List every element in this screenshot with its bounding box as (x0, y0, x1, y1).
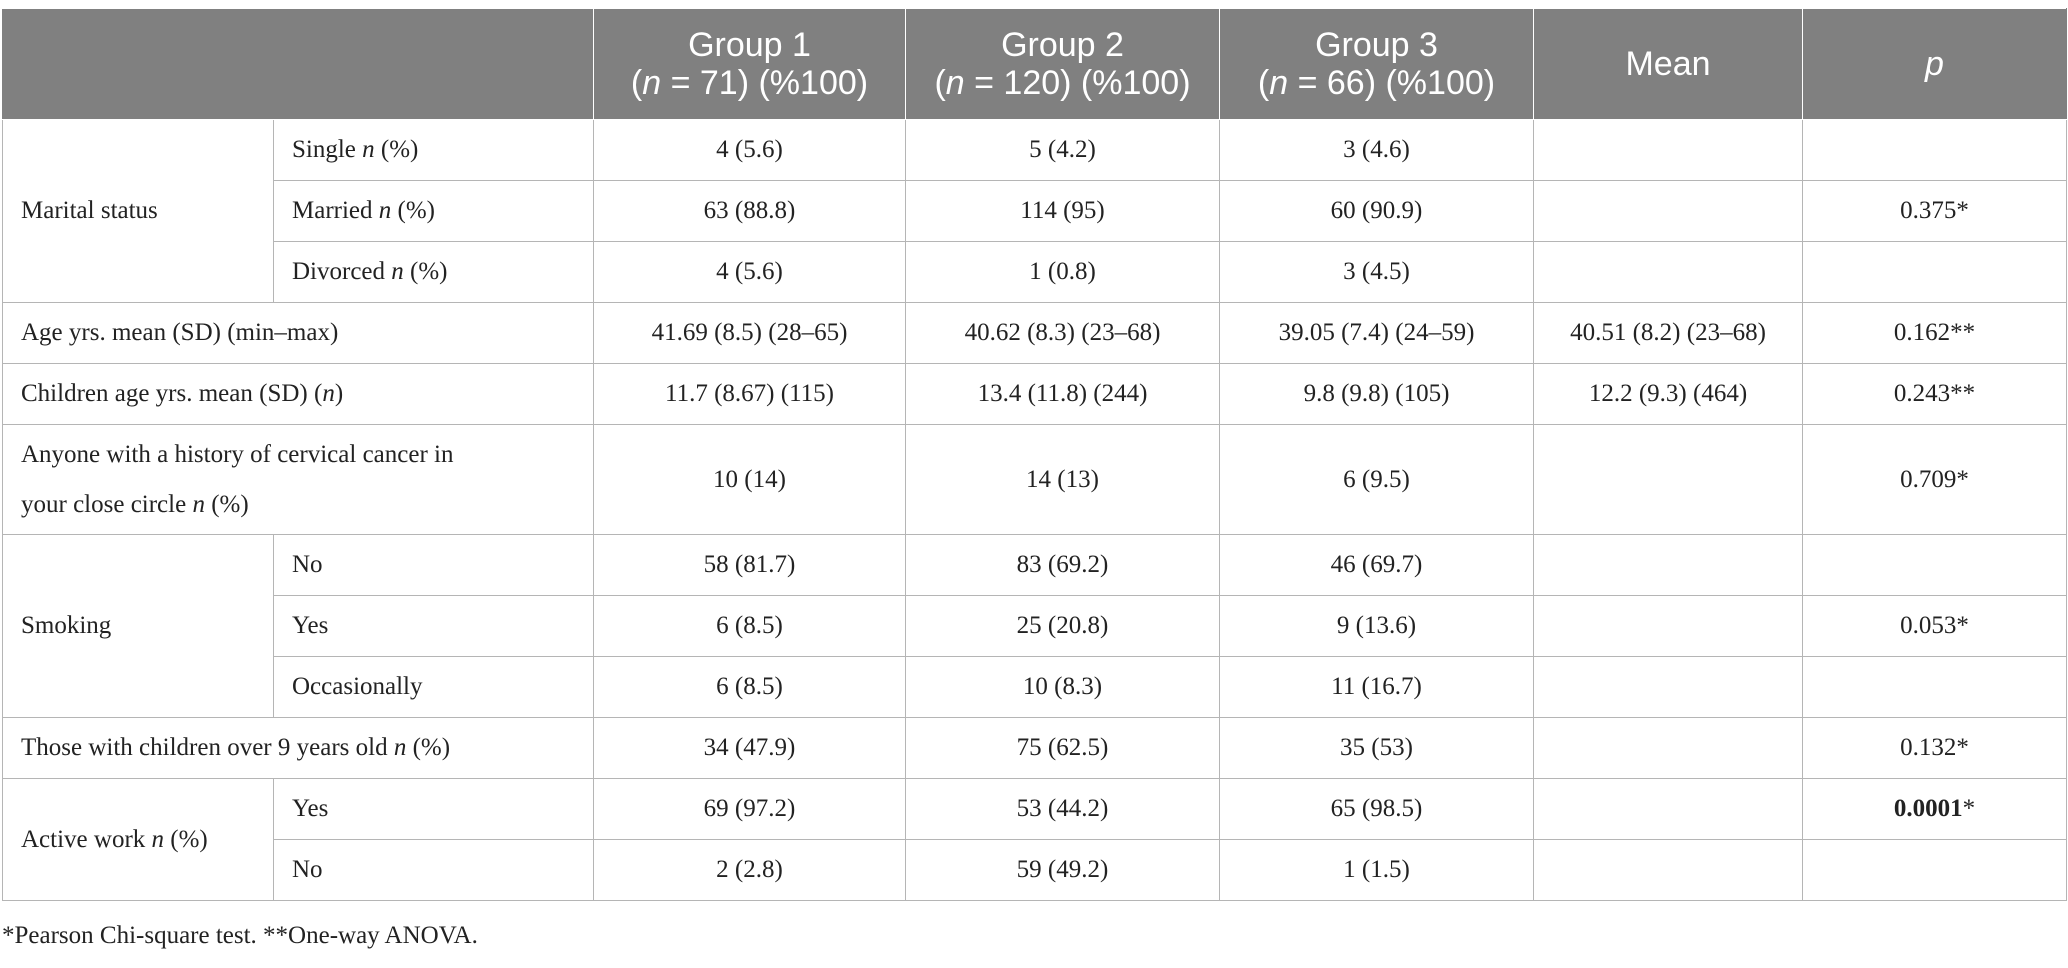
cell-mean (1533, 778, 1803, 840)
header-mean: Mean (1533, 8, 1803, 120)
cell-g3: 65 (98.5) (1219, 778, 1534, 840)
cell-g1: 58 (81.7) (593, 534, 906, 596)
table-row: Active work n (%) Yes 69 (97.2) 53 (44.2… (2, 778, 2067, 901)
cell-g2: 1 (0.8) (905, 241, 1220, 303)
cell-g1: 69 (97.2) (593, 778, 906, 840)
row-label-smoking: Smoking (2, 534, 274, 718)
table-row: Anyone with a history of cervical cancer… (2, 424, 2067, 535)
cell-p: 0.0001* (1802, 778, 2067, 840)
sub-label-yes: Yes (273, 595, 594, 657)
cell-g1: 63 (88.8) (593, 180, 906, 242)
cell-g2: 13.4 (11.8) (244) (905, 363, 1220, 425)
sub-label-yes: Yes (273, 778, 594, 840)
header-group2: Group 2 (n = 120) (%100) (905, 8, 1220, 120)
cell-p (1802, 241, 2067, 303)
cell-mean: 12.2 (9.3) (464) (1533, 363, 1803, 425)
demographics-table: Group 1 (n = 71) (%100) Group 2 (n = 120… (2, 8, 2067, 901)
cell-p (1802, 656, 2067, 718)
row-label-children-over9: Those with children over 9 years old n (… (2, 717, 594, 779)
row-label-active-work: Active work n (%) (2, 778, 274, 901)
cell-p (1802, 839, 2067, 901)
cell-mean (1533, 424, 1803, 535)
table-row: Children age yrs. mean (SD) (n) 11.7 (8.… (2, 363, 2067, 425)
row-label-cervical: Anyone with a history of cervical cancer… (2, 424, 594, 535)
header-row: Group 1 (n = 71) (%100) Group 2 (n = 120… (2, 8, 2067, 120)
cell-p: 0.375* (1802, 180, 2067, 242)
cell-g2: 83 (69.2) (905, 534, 1220, 596)
cell-mean (1533, 534, 1803, 596)
cell-g3: 3 (4.5) (1219, 241, 1534, 303)
cell-g3: 11 (16.7) (1219, 656, 1534, 718)
cell-mean (1533, 839, 1803, 901)
cell-g2: 53 (44.2) (905, 778, 1220, 840)
cell-g3: 9 (13.6) (1219, 595, 1534, 657)
cell-g3: 9.8 (9.8) (105) (1219, 363, 1534, 425)
cell-g1: 6 (8.5) (593, 595, 906, 657)
cell-g3: 35 (53) (1219, 717, 1534, 779)
cell-mean (1533, 180, 1803, 242)
cell-g2: 40.62 (8.3) (23–68) (905, 302, 1220, 364)
cell-g1: 34 (47.9) (593, 717, 906, 779)
table-row: Yes 6 (8.5) 25 (20.8) 9 (13.6) 0.053* (3, 595, 2067, 657)
row-label-marital: Marital status (2, 119, 274, 303)
cell-p: 0.132* (1802, 717, 2067, 779)
cell-mean: 40.51 (8.2) (23–68) (1533, 302, 1803, 364)
cell-g2: 75 (62.5) (905, 717, 1220, 779)
sub-label-no: No (273, 839, 594, 901)
sub-label-married: Married n (%) (273, 180, 594, 242)
cell-p: 0.053* (1802, 595, 2067, 657)
cell-g2: 114 (95) (905, 180, 1220, 242)
sub-label-no: No (273, 534, 594, 596)
cell-p: 0.162** (1802, 302, 2067, 364)
cell-p: 0.709* (1802, 424, 2067, 535)
cell-g1: 4 (5.6) (593, 241, 906, 303)
header-blank-cell (2, 8, 594, 120)
cell-g3: 60 (90.9) (1219, 180, 1534, 242)
demographics-table-wrapper: Group 1 (n = 71) (%100) Group 2 (n = 120… (2, 8, 2067, 901)
cell-g3: 3 (4.6) (1219, 119, 1534, 181)
row-label-age: Age yrs. mean (SD) (min–max) (2, 302, 594, 364)
cell-g2: 14 (13) (905, 424, 1220, 535)
cell-g2: 25 (20.8) (905, 595, 1220, 657)
cell-g2: 10 (8.3) (905, 656, 1220, 718)
table-row: Smoking No 58 (81.7) 83 (69.2) 46 (69.7) (2, 534, 2067, 718)
table-row: Married n (%) 63 (88.8) 114 (95) 60 (90.… (3, 180, 2067, 242)
cell-g3: 1 (1.5) (1219, 839, 1534, 901)
sub-label-single: Single n (%) (273, 119, 594, 181)
cell-g3: 6 (9.5) (1219, 424, 1534, 535)
table-row: Age yrs. mean (SD) (min–max) 41.69 (8.5)… (2, 302, 2067, 364)
header-group3: Group 3 (n = 66) (%100) (1219, 8, 1534, 120)
cell-g3: 46 (69.7) (1219, 534, 1534, 596)
cell-g1: 4 (5.6) (593, 119, 906, 181)
cell-p (1802, 119, 2067, 181)
cell-mean (1533, 241, 1803, 303)
row-label-children-age: Children age yrs. mean (SD) (n) (2, 363, 594, 425)
cell-p (1802, 534, 2067, 596)
cell-g2: 5 (4.2) (905, 119, 1220, 181)
header-p: p (1802, 8, 2067, 120)
table-row: Marital status Single n (%) 4 (5.6) 5 (4… (2, 119, 2067, 303)
table-row: No 2 (2.8) 59 (49.2) 1 (1.5) (3, 839, 2067, 901)
cell-mean (1533, 595, 1803, 657)
cell-g3: 39.05 (7.4) (24–59) (1219, 302, 1534, 364)
table-row: Divorced n (%) 4 (5.6) 1 (0.8) 3 (4.5) (3, 241, 2067, 303)
cell-mean (1533, 717, 1803, 779)
cell-p: 0.243** (1802, 363, 2067, 425)
cell-g1: 11.7 (8.67) (115) (593, 363, 906, 425)
cell-g1: 41.69 (8.5) (28–65) (593, 302, 906, 364)
sub-label-occasionally: Occasionally (273, 656, 594, 718)
table-row: Occasionally 6 (8.5) 10 (8.3) 11 (16.7) (3, 656, 2067, 718)
cell-g1: 6 (8.5) (593, 656, 906, 718)
table-footnote: *Pearson Chi-square test. **One-way ANOV… (2, 922, 478, 949)
table-row: Those with children over 9 years old n (… (2, 717, 2067, 779)
sub-label-divorced: Divorced n (%) (273, 241, 594, 303)
cell-g1: 10 (14) (593, 424, 906, 535)
cell-g1: 2 (2.8) (593, 839, 906, 901)
header-group1: Group 1 (n = 71) (%100) (593, 8, 906, 120)
cell-mean (1533, 119, 1803, 181)
cell-g2: 59 (49.2) (905, 839, 1220, 901)
cell-mean (1533, 656, 1803, 718)
